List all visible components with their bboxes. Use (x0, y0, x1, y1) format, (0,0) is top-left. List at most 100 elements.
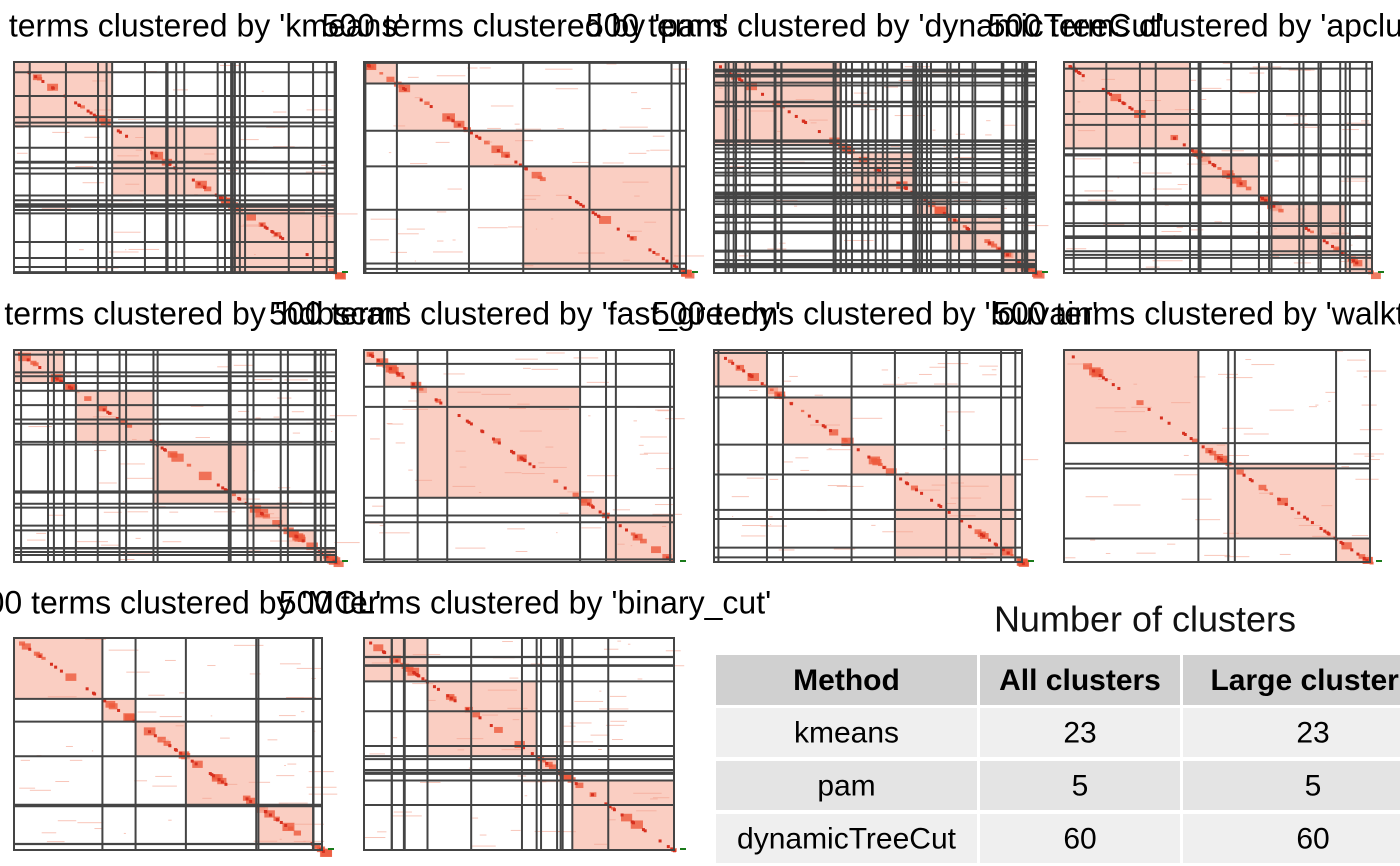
heatmap-diagonal (878, 169, 882, 173)
heatmap-diagonal (960, 519, 964, 523)
heatmap-diagonal (568, 196, 572, 200)
heatmap-diagonal (1319, 527, 1323, 531)
heatmap-diagonal (804, 121, 808, 125)
heatmap-noise (627, 643, 631, 645)
heatmap-noise (644, 221, 657, 223)
heatmap-noise (334, 542, 360, 544)
heatmap-noise (1167, 543, 1176, 545)
heatmap-diagonal (522, 746, 526, 750)
heatmap-noise (487, 689, 518, 691)
heatmap-noise (519, 430, 542, 432)
heatmap-noise (131, 438, 137, 440)
heatmap-noise (1085, 496, 1108, 498)
heatmap-noise (69, 759, 83, 761)
heatmap-noise (535, 228, 538, 230)
panel-title: 500 terms clustered by 'kmeans' (0, 7, 403, 43)
heatmap-noise (432, 251, 463, 253)
heatmap-noise (217, 366, 230, 368)
heatmap-noise (1224, 556, 1250, 558)
heatmap-cell (493, 438, 501, 444)
heatmap-diagonal (532, 465, 536, 469)
heatmap-noise (292, 432, 301, 434)
heatmap-diagonal (92, 113, 96, 117)
heatmap-diagonal (224, 782, 228, 786)
heatmap-cell (910, 485, 918, 491)
heatmap-noise (123, 501, 125, 503)
heatmap-noise (1341, 466, 1350, 468)
heatmap-cell (163, 740, 171, 746)
heatmap-noise (370, 218, 399, 220)
heatmap-diagonal (301, 539, 305, 543)
heatmap-cell (1278, 208, 1284, 213)
heatmap-cell (1340, 251, 1348, 256)
heatmap-diagonal (672, 264, 676, 268)
heatmap-panel (713, 61, 1049, 279)
heatmap-diagonal (434, 398, 438, 402)
heatmap-noise (125, 183, 140, 185)
table-cell-text: 60 (1296, 822, 1329, 855)
heatmap-diagonal (574, 782, 578, 786)
heatmap-diagonal (382, 650, 386, 654)
legend-marker (680, 560, 686, 562)
heatmap-noise (377, 831, 387, 833)
heatmap-noise (520, 265, 534, 267)
heatmap-noise (1133, 162, 1142, 164)
heatmap-cell (419, 387, 424, 391)
heatmap-noise (1103, 223, 1125, 225)
heatmap-cell (379, 72, 384, 75)
heatmap-diagonal (1189, 437, 1193, 441)
heatmap-diagonal (1104, 378, 1108, 382)
heatmap-cell (572, 492, 579, 497)
heatmap-diagonal (1117, 386, 1121, 390)
heatmap-cell (954, 219, 960, 223)
heatmap-noise (894, 115, 926, 117)
heatmap-cell (599, 216, 612, 224)
heatmap-diagonal (904, 481, 908, 485)
heatmap-noise (41, 832, 57, 834)
heatmap-noise (379, 525, 385, 527)
heatmap-diagonal (463, 127, 467, 131)
heatmap-diagonal (212, 774, 216, 778)
heatmap-noise (36, 532, 47, 534)
heatmap-diagonal (1365, 558, 1369, 562)
heatmap-noise (287, 763, 297, 765)
heatmap-panel (13, 637, 338, 857)
heatmap-diagonal (801, 119, 805, 123)
heatmap-diagonal (369, 353, 373, 357)
heatmap-cell (65, 673, 77, 681)
heatmap-noise (103, 511, 122, 513)
heatmap-noise (578, 252, 605, 254)
heatmap-noise (1286, 115, 1307, 117)
legend-marker (692, 271, 698, 273)
heatmap-border (713, 61, 1037, 274)
heatmap-cell (288, 530, 299, 538)
heatmap-noise (770, 523, 772, 525)
heatmap-cell (386, 76, 395, 82)
heatmap-noise (94, 828, 102, 830)
heatmap-diagonal (55, 377, 59, 381)
heatmap-diagonal (579, 203, 583, 207)
heatmap-noise (559, 512, 569, 514)
heatmap-diagonal (190, 759, 194, 763)
heatmap-noise (15, 126, 25, 128)
heatmap-noise (296, 667, 323, 669)
heatmap-diagonal (496, 149, 500, 153)
heatmap-diagonal (620, 813, 624, 817)
heatmap-noise (1368, 459, 1380, 461)
heatmap-noise (1298, 524, 1321, 526)
heatmap-diagonal (882, 466, 886, 470)
heatmap-noise (1288, 69, 1315, 71)
heatmap-noise (508, 226, 523, 228)
heatmap-noise (509, 677, 519, 679)
heatmap-diagonal (457, 414, 461, 418)
heatmap-noise (271, 236, 283, 238)
heatmap-noise (556, 532, 558, 534)
heatmap-diagonal (626, 234, 630, 238)
heatmap-diagonal (1304, 226, 1308, 230)
heatmap-cell (123, 713, 135, 721)
heatmap-diagonal (77, 103, 81, 107)
heatmap-noise (53, 89, 58, 91)
heatmap-diagonal (411, 382, 415, 386)
heatmap-noise (1315, 404, 1319, 406)
heatmap-noise (630, 545, 633, 547)
